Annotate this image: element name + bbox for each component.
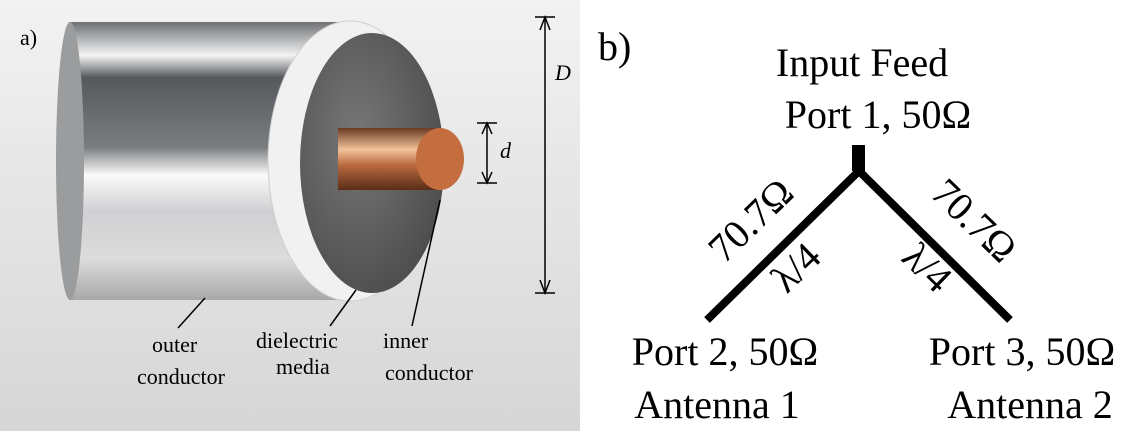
port-label: Antenna 2: [947, 382, 1113, 427]
panel-label: b): [598, 24, 631, 69]
dimension-label: d: [500, 138, 512, 163]
dimension-label: D: [554, 60, 571, 85]
figure: a) D d outer conductor dielectric media …: [0, 0, 1142, 431]
part-label: outer: [152, 332, 198, 357]
panel-label: a): [20, 25, 37, 50]
port-label: Antenna 1: [634, 382, 800, 427]
port-label: Port 2, 50Ω: [632, 329, 818, 374]
length-label: λ/4: [762, 234, 830, 301]
length-label: λ/4: [894, 234, 962, 301]
coax-cable: [56, 21, 464, 301]
part-label: conductor: [385, 360, 474, 385]
port-label: Input Feed: [776, 40, 948, 85]
part-label: conductor: [137, 364, 226, 389]
port-label: Port 1, 50Ω: [785, 92, 971, 137]
part-label: inner: [383, 328, 429, 353]
port-label: Port 3, 50Ω: [929, 329, 1115, 374]
part-label: dielectric: [256, 328, 338, 353]
part-label: media: [276, 354, 330, 379]
